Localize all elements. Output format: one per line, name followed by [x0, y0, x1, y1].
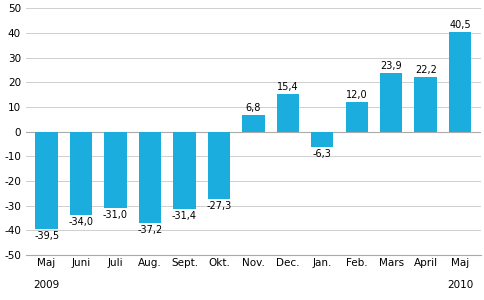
Text: 6,8: 6,8: [245, 103, 260, 113]
Text: 23,9: 23,9: [379, 61, 401, 71]
Text: 15,4: 15,4: [276, 82, 298, 92]
Bar: [104, 131, 126, 208]
Bar: [207, 131, 229, 199]
Bar: [310, 131, 333, 147]
Text: -27,3: -27,3: [206, 201, 231, 211]
Text: -39,5: -39,5: [34, 231, 59, 241]
Bar: [448, 32, 470, 131]
Bar: [70, 131, 92, 215]
Text: -31,0: -31,0: [103, 210, 128, 220]
Text: 2010: 2010: [446, 280, 472, 290]
Bar: [345, 102, 367, 131]
Bar: [379, 73, 402, 131]
Text: -6,3: -6,3: [312, 149, 331, 159]
Bar: [173, 131, 195, 209]
Bar: [414, 77, 436, 131]
Text: -34,0: -34,0: [68, 217, 93, 227]
Text: 2009: 2009: [33, 280, 60, 290]
Bar: [276, 94, 299, 131]
Text: 22,2: 22,2: [414, 65, 436, 75]
Bar: [242, 115, 264, 131]
Text: -37,2: -37,2: [137, 225, 162, 235]
Text: 12,0: 12,0: [345, 90, 367, 100]
Bar: [138, 131, 161, 223]
Text: 40,5: 40,5: [448, 20, 470, 30]
Text: -31,4: -31,4: [172, 211, 197, 221]
Bar: [35, 131, 58, 229]
